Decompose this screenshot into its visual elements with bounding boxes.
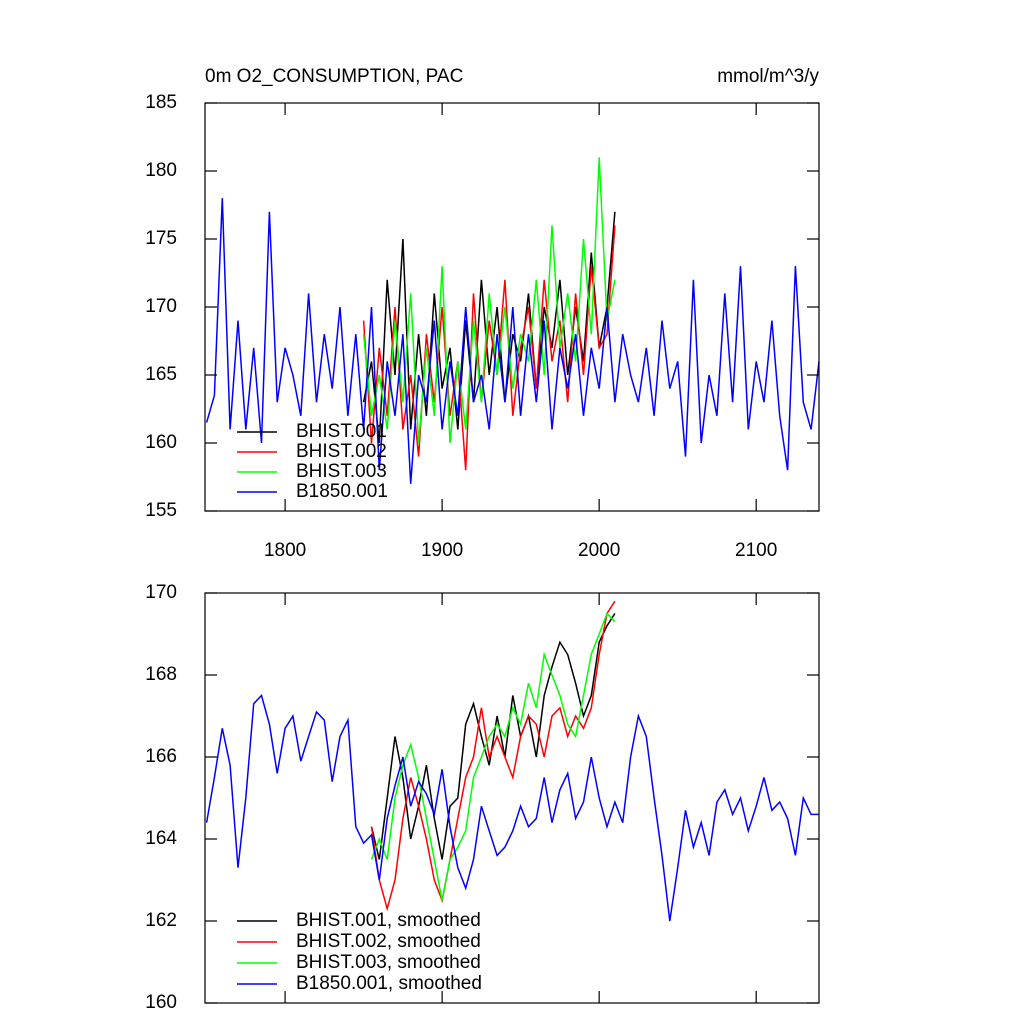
legend-label: BHIST.002, smoothed <box>296 931 481 952</box>
x-tick-label: 1800 <box>264 540 306 561</box>
legend-label: BHIST.001 <box>296 421 387 442</box>
series-line <box>370 612 616 901</box>
series-line <box>362 225 616 471</box>
y-tick-label: 165 <box>145 364 177 385</box>
legend-label: BHIST.003, smoothed <box>296 952 481 973</box>
y-tick-label: 164 <box>145 828 177 849</box>
series-line <box>205 694 819 922</box>
y-tick-label: 175 <box>145 228 177 249</box>
y-tick-label: 180 <box>145 160 177 181</box>
legend-label: B1850.001 <box>296 481 388 502</box>
chart-title: 0m O2_CONSUMPTION, PAC <box>205 66 463 87</box>
y-tick-label: 168 <box>145 664 177 685</box>
y-tick-label: 170 <box>145 296 177 317</box>
y-tick-label: 185 <box>145 92 177 113</box>
plot-frame <box>204 592 820 1004</box>
legend-label: BHIST.001, smoothed <box>296 910 481 931</box>
y-tick-label: 160 <box>145 432 177 453</box>
legend-label: B1850.001, smoothed <box>296 973 482 994</box>
series-line <box>362 157 616 444</box>
units-label: mmol/m^3/y <box>717 66 819 87</box>
series-line <box>370 613 616 860</box>
y-tick-label: 170 <box>145 582 177 603</box>
legend-label: BHIST.002 <box>296 441 387 462</box>
x-tick-label: 2000 <box>578 540 620 561</box>
y-tick-label: 155 <box>145 500 177 521</box>
x-tick-label: 1900 <box>421 540 463 561</box>
legend-label: BHIST.003 <box>296 461 387 482</box>
x-tick-label: 2100 <box>735 540 777 561</box>
series-line <box>370 600 616 912</box>
y-tick-label: 166 <box>145 746 177 767</box>
series-line <box>205 198 820 484</box>
y-tick-label: 162 <box>145 910 177 931</box>
y-tick-label: 160 <box>145 992 177 1013</box>
